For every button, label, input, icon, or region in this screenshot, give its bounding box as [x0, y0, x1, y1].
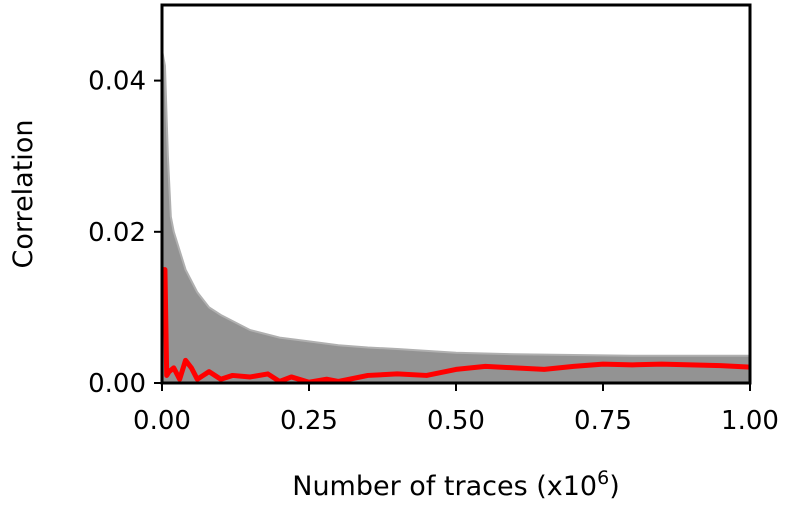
- x-axis-title-main: Number of traces (x10: [292, 471, 597, 502]
- y-tick-label: 0.00: [88, 369, 146, 399]
- x-tick-label: 0.00: [133, 406, 191, 436]
- y-axis: 0.00 0.02 0.04: [88, 67, 162, 399]
- x-axis-title-superscript: 6: [597, 467, 609, 489]
- x-tick-label: 1.00: [721, 406, 779, 436]
- y-tick-label: 0.02: [88, 218, 146, 248]
- x-tick-label: 0.75: [574, 406, 632, 436]
- x-axis-title-suffix: ): [609, 471, 620, 502]
- plot-frame: [160, 3, 752, 385]
- highlighted-trace-line: [162, 267, 751, 385]
- background-traces-envelope: [161, 50, 750, 357]
- x-tick-label: 0.50: [427, 406, 485, 436]
- y-tick-label: 0.04: [88, 67, 146, 97]
- x-axis-title: Number of traces (x106): [292, 467, 620, 502]
- y-axis-title: Correlation: [8, 120, 39, 269]
- x-axis: 0.00 0.25 0.50 0.75 1.00: [133, 383, 779, 436]
- background-traces-band: [162, 50, 750, 384]
- plot-area: [161, 50, 751, 385]
- x-tick-label: 0.25: [280, 406, 338, 436]
